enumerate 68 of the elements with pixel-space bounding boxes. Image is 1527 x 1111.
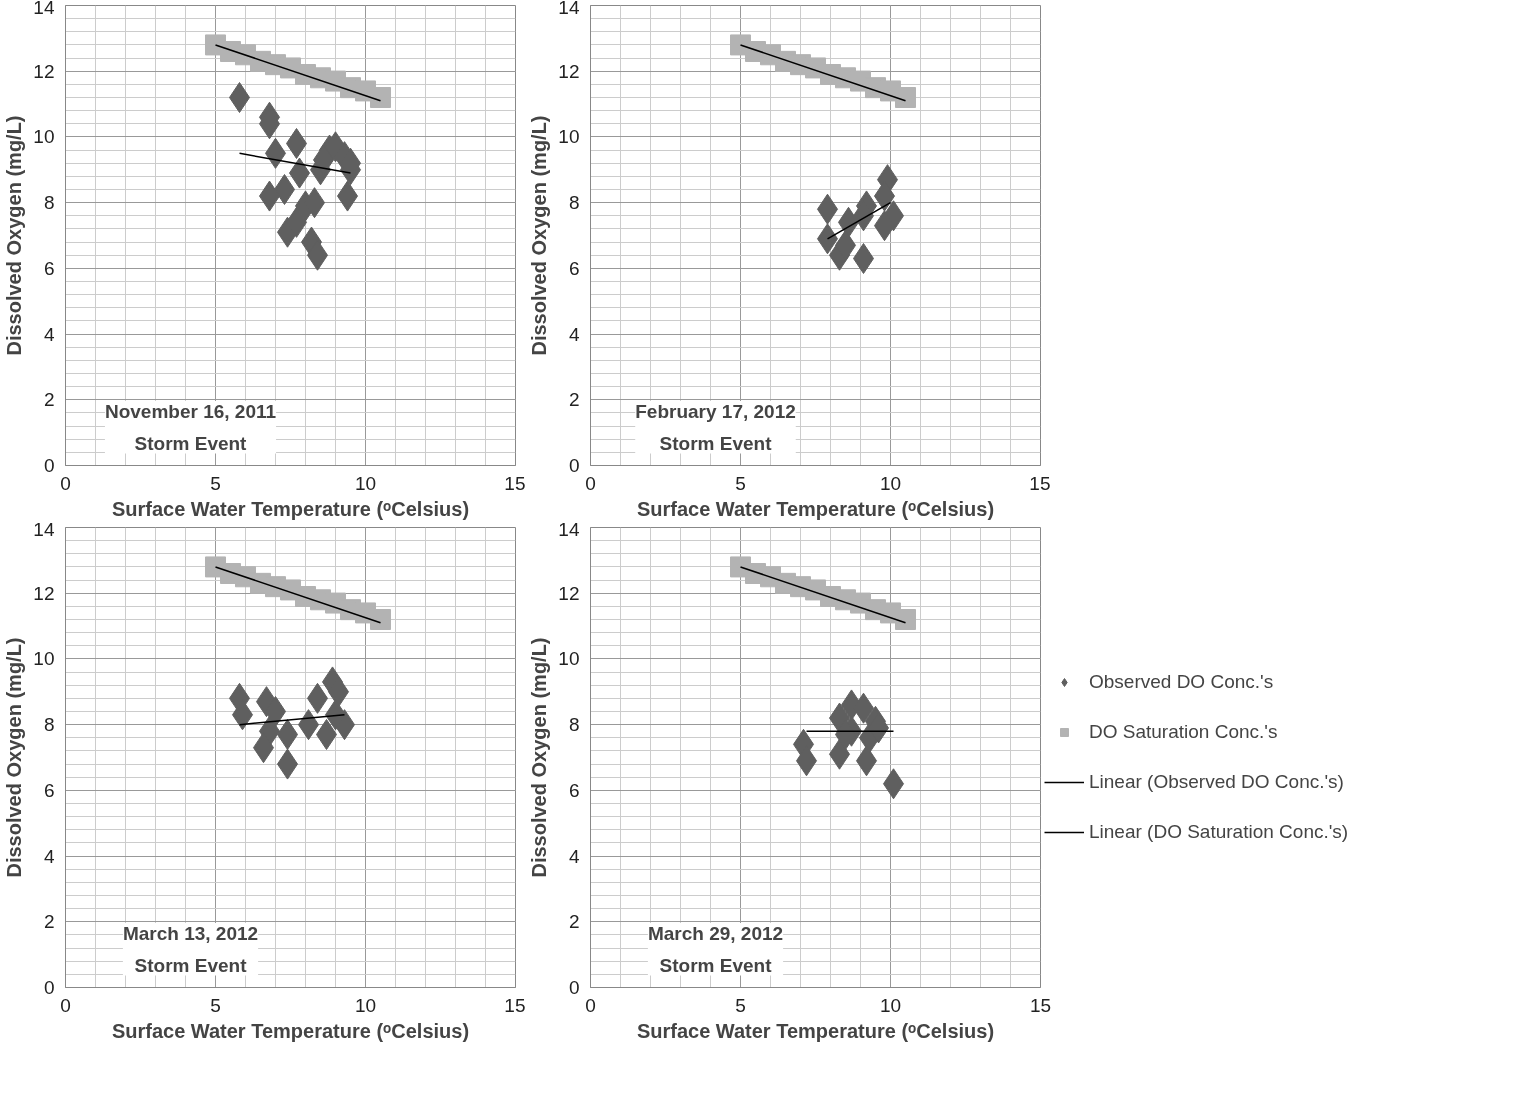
y-axis-title: Dissolved Oxygen (mg/L) [528,637,551,878]
y-tick-label: 6 [43,779,55,801]
y-tick-label: 10 [33,648,55,670]
y-tick-label: 12 [33,60,55,82]
x-axis-title: Surface Water Temperature (ᵒCelsius) [111,497,470,520]
x-tick-label: 15 [1029,472,1051,494]
y-tick-label: 0 [568,455,580,476]
y-tick-label: 14 [558,0,580,18]
x-tick-label: 5 [735,994,746,1016]
y-tick-label: 2 [568,911,580,933]
x-tick-label: 0 [585,472,596,494]
y-tick-label: 0 [43,455,55,476]
y-tick-label: 6 [43,257,55,279]
y-tick-label: 2 [568,389,580,411]
y-tick-label: 12 [558,60,580,82]
y-tick-label: 4 [568,323,580,345]
x-tick-label: 0 [60,994,71,1016]
annotation: November 16, 2011 Storm Event [104,401,277,454]
y-tick-label: 14 [558,518,580,540]
x-tick-label: 5 [210,472,221,494]
y-tick-label: 0 [43,977,55,998]
legend-label: Observed DO Conc.'s [1089,671,1274,693]
legend-label: Linear (Observed DO Conc.'s) [1089,771,1344,793]
x-axis-title: Surface Water Temperature (ᵒCelsius) [111,1019,470,1042]
legend-label: DO Saturation Conc.'s [1089,721,1278,743]
y-tick-label: 2 [43,389,55,411]
y-axis-title: Dissolved Oxygen (mg/L) [528,115,551,356]
y-tick-label: 4 [43,323,55,345]
y-axis-title: Dissolved Oxygen (mg/L) [3,115,26,356]
y-tick-label: 14 [33,0,55,18]
y-tick-label: 12 [33,582,55,604]
y-tick-label: 8 [43,192,55,214]
y-tick-label: 2 [43,911,55,933]
x-tick-label: 10 [354,994,377,1016]
x-tick-label: 10 [354,472,377,494]
annotation: March 13, 2012 Storm Event [122,923,259,976]
y-tick-label: 10 [558,648,580,670]
y-tick-label: 8 [43,714,55,736]
point [370,609,391,630]
legend-label: Linear (DO Saturation Conc.'s) [1089,821,1349,843]
y-tick-label: 6 [568,257,580,279]
annotation: February 17, 2012 Storm Event [635,401,796,454]
x-tick-label: 5 [210,994,221,1016]
x-tick-label: 5 [735,472,746,494]
y-tick-label: 10 [33,126,55,148]
y-tick-label: 0 [568,977,580,998]
annotation: March 29, 2012 Storm Event [647,923,784,976]
x-tick-label: 10 [879,472,902,494]
y-axis-title: Dissolved Oxygen (mg/L) [3,637,26,878]
y-tick-label: 14 [33,518,55,540]
point [895,609,916,630]
x-tick-label: 15 [504,472,526,494]
x-tick-label: 15 [504,994,526,1016]
x-tick-label: 0 [585,994,596,1016]
point [895,87,916,108]
x-axis-title: Surface Water Temperature (ᵒCelsius) [636,1019,995,1042]
x-axis-title: Surface Water Temperature (ᵒCelsius) [636,497,995,520]
y-tick-label: 4 [43,845,55,867]
x-tick-label: 0 [60,472,71,494]
y-tick-label: 8 [568,192,580,214]
point [370,87,391,108]
x-tick-label: 10 [879,994,902,1016]
x-tick-label: 15 [1029,994,1052,1016]
y-tick-label: 10 [558,126,580,148]
y-tick-label: 12 [558,582,580,604]
y-tick-label: 4 [568,845,580,867]
y-tick-label: 6 [568,779,580,801]
y-tick-label: 8 [568,714,580,736]
